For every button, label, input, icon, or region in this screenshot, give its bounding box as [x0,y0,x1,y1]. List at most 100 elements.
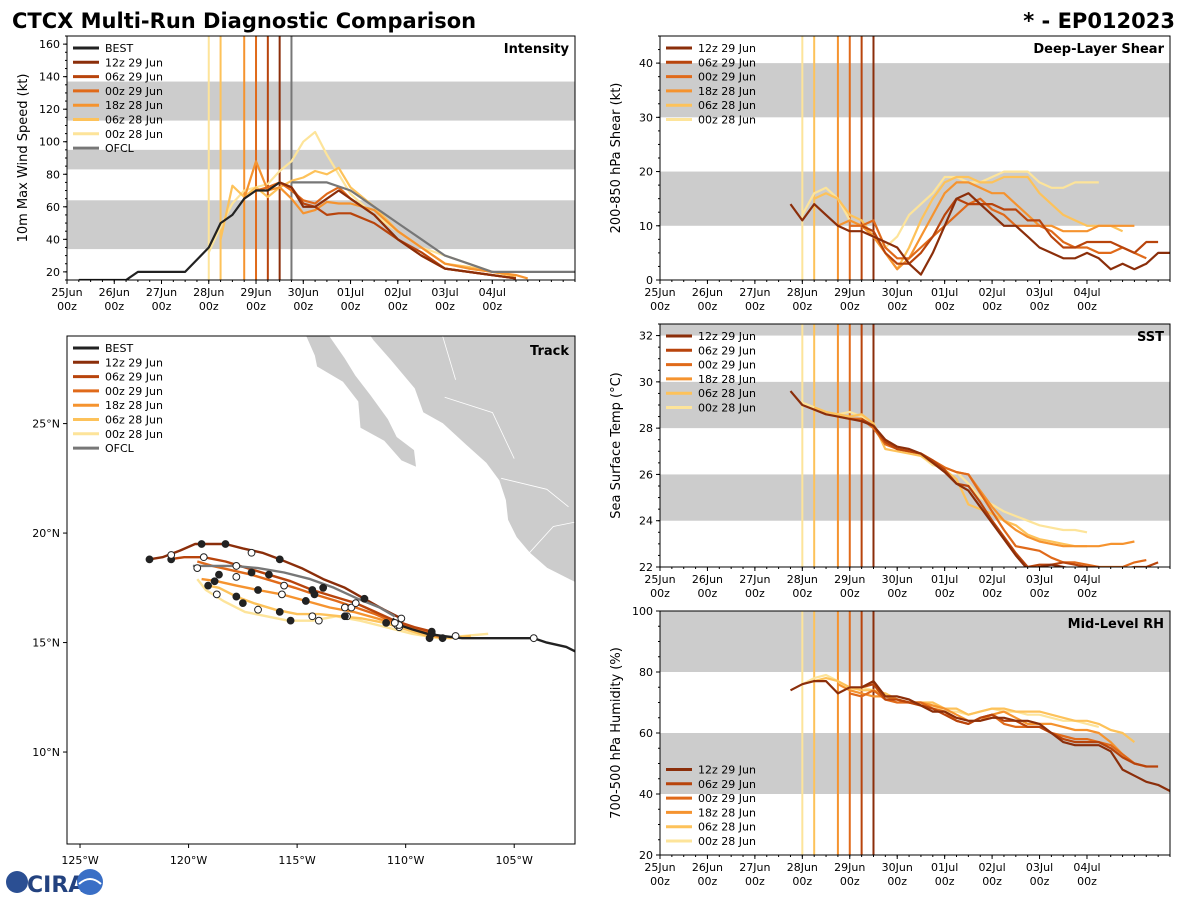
rh-legend-label-06z-29-jun: 06z 29 Jun [698,778,756,791]
sst-xtick-label: 01Jul 00z [931,573,958,600]
track-marker-00z-28-jun [254,605,262,614]
intensity-plot-area [67,36,575,280]
track-marker-06z-29-jun [199,553,208,562]
sst-xtick-label: 27Jun 00z [739,573,770,600]
shear-panel-title: Deep-Layer Shear [1033,42,1164,57]
shear-xtick-label-line: 00z [698,300,718,313]
shear-ytick-label: 40 [639,57,653,70]
sst-series-06z-28-jun [813,406,1087,548]
intensity-panel-title: Intensity [504,42,570,57]
shear-xtick-label: 04Jul 00z [1073,286,1100,313]
shear-xtick-label-line: 00z [935,300,955,313]
rh-ylabel: 700-500 hPa Humidity (%) [609,647,624,819]
track-legend-label-18z-28-jun: 18z 28 Jun [105,399,163,412]
rh-xtick-label-line: 30Jun [882,861,913,874]
sst-ytick-label: 22 [639,561,653,574]
sst-axes-frame [659,323,1171,568]
rh-plot-area [660,611,1170,855]
intensity-xtick-label: 25Jun 00z [51,286,82,313]
intensity-ytick-label: 20 [46,266,60,279]
track-axes-frame [66,335,576,845]
shear-legend-label-18z-28-jun: 18z 28 Jun [698,85,756,98]
intensity-ytick-label: 80 [46,168,60,181]
intensity-xtick-label-line: 00z [435,300,455,313]
sst-legend-label-06z-29-jun: 06z 29 Jun [698,344,756,357]
track-marker-06z-29-jun [390,618,399,627]
rh-xtick-label-line: 00z [935,875,955,888]
shear-xtick-label-line: 00z [1077,300,1097,313]
sst-band [660,381,1170,429]
intensity-series-18z-28-jun [243,160,528,280]
shear-series-00z-29-jun [849,197,1147,260]
track-marker-18z-28-jun [232,572,241,581]
track-xtick-label: 120°W [170,854,207,867]
intensity-band [67,81,575,121]
sst-xtick-label-line: 00z [982,587,1002,600]
shear-ylabel: 200-850 hPa Shear (kt) [609,83,624,234]
intensity-xtick-label: 03Jul 00z [431,286,458,313]
land-baja [305,336,417,469]
intensity-ylabel: 10m Max Wind Speed (kt) [16,74,31,243]
rh-series-00z-28-jun [801,673,1100,728]
sst-ytick-label: 26 [639,468,653,481]
shear-xtick-label-line: 25Jun [644,286,675,299]
sst-series-06z-29-jun [861,417,1159,567]
intensity-xtick-label: 01Jul 00z [337,286,364,313]
track-marker-06z-28-jun [382,618,391,627]
intensity-ytick-label: 120 [39,103,60,116]
rh-ytick-label: 20 [639,849,653,862]
rh-xtick-label-line: 00z [792,875,812,888]
rh-legend-label-00z-29-jun: 00z 29 Jun [698,792,756,805]
logo-text: CIRA [27,873,85,898]
rh-xtick-label-line: 01Jul [931,861,958,874]
sst-band [660,474,1170,521]
track-marker-12z-29-jun [197,540,206,548]
shear-xtick-label-line: 00z [745,300,765,313]
logo-seal-icon [77,869,103,895]
intensity-xtick-label: 26Jun 00z [99,286,130,313]
rh-legend-label-18z-28-jun: 18z 28 Jun [698,806,756,819]
intensity-series-best [78,181,281,280]
track-legend-label-00z-29-jun: 00z 29 Jun [105,385,163,398]
shear-xtick-label-line: 02Jul [978,286,1005,299]
intensity-xtick-label-line: 00z [104,300,124,313]
intensity-legend-label-12z-29-jun: 12z 29 Jun [105,56,163,69]
track-marker-18z-28-jun [254,586,262,594]
sst-ytick-label: 32 [639,330,653,343]
intensity-xtick-label-line: 04Jul [479,286,506,299]
track-plot-area [67,336,575,844]
intensity-xtick-label-line: 25Jun [51,286,82,299]
shear-xtick-label: 03Jul 00z [1026,286,1053,313]
sst-ytick-label: 28 [639,422,653,435]
sst-xtick-label-line: 02Jul [978,573,1005,586]
rh-xtick-label: 01Jul 00z [931,861,958,888]
sst-band [660,324,1170,336]
track-ytick-label: 20°N [32,527,60,540]
intensity-xtick-label-line: 00z [341,300,361,313]
rh-xtick-label-line: 00z [887,875,907,888]
rh-xtick-label-line: 29Jun [834,861,865,874]
shear-legend-label-06z-29-jun: 06z 29 Jun [698,56,756,69]
intensity-legend-label-ofcl: OFCL [105,142,135,155]
track-marker-12z-29-jun [397,614,406,623]
intensity-xtick-label-line: 01Jul [337,286,364,299]
shear-xtick-label-line: 00z [1030,300,1050,313]
track-marker-best [529,634,538,643]
track-xtick-label: 125°W [61,854,98,867]
shear-xtick-label-line: 29Jun [834,286,865,299]
shear-xtick-label: 01Jul 00z [931,286,958,313]
rh-xtick-label: 29Jun 00z [834,861,865,888]
shear-xtick-label: 30Jun 00z [882,286,913,313]
rh-xtick-label: 27Jun 00z [739,861,770,888]
intensity-xtick-label-line: 00z [246,300,266,313]
shear-xtick-label-line: 04Jul [1073,286,1100,299]
track-line-12z-29-jun [149,542,402,620]
track-marker-18z-28-jun [301,597,310,605]
intensity-legend-label-06z-29-jun: 06z 29 Jun [105,71,163,84]
state-border [529,521,575,554]
rh-series-06z-28-jun [813,676,1136,743]
track-marker-18z-28-jun [340,603,349,612]
logo-seal-wave-icon [78,878,102,885]
